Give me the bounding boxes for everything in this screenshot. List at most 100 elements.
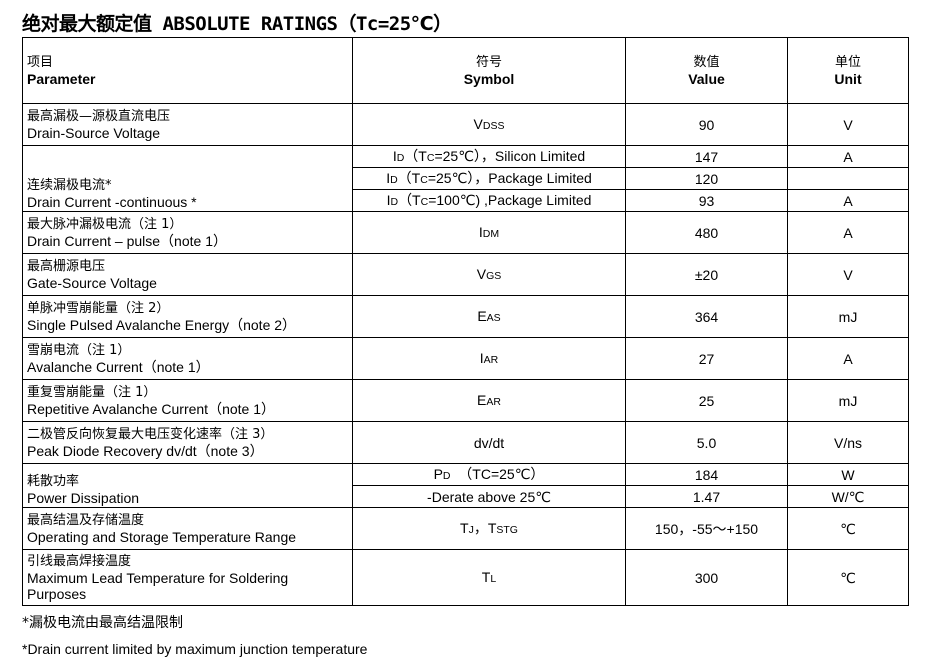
- header-symbol-en: Symbol: [463, 70, 515, 87]
- symbol-subscript: D: [390, 173, 398, 186]
- unit-cell: ℃: [787, 507, 909, 550]
- symbol-cell: PD （TC=25℃）: [352, 463, 626, 486]
- symbol-cell: -Derate above 25℃: [352, 485, 626, 508]
- parameter-en: Avalanche Current（note 1）: [27, 358, 210, 375]
- page-title: 绝对最大额定值 ABSOLUTE RATINGS（Tc=25℃）: [22, 13, 452, 35]
- value-cell: ±20: [625, 253, 788, 296]
- symbol-subscript: STG: [496, 523, 518, 536]
- header-unit-en: Unit: [834, 70, 862, 87]
- parameter-cell: 最高栅源电压 Gate-Source Voltage: [22, 253, 353, 296]
- parameter-en: Drain Current -continuous *: [27, 194, 197, 210]
- header-parameter-cn: 项目: [27, 54, 54, 70]
- header-unit: 单位 Unit: [787, 37, 909, 104]
- table-row: 最高栅源电压 Gate-Source Voltage VGS ±20 V: [22, 253, 909, 296]
- parameter-cell: 最大脉冲漏极电流（注 1） Drain Current – pulse（note …: [22, 211, 353, 254]
- header-symbol-cn: 符号: [475, 54, 502, 70]
- header-unit-cn: 单位: [834, 54, 861, 70]
- header-symbol: 符号 Symbol: [352, 37, 626, 104]
- value-cell: 5.0: [625, 421, 788, 464]
- table-row: ID（TC=25℃），Package Limited 120: [23, 167, 909, 190]
- symbol-text: （T: [404, 147, 427, 164]
- symbol-text: P: [433, 465, 443, 482]
- table-row: 二极管反向恢复最大电压变化速率（注 3） Peak Diode Recovery…: [22, 421, 909, 464]
- symbol-cell: TJ，TSTG: [352, 507, 626, 550]
- header-value: 数值 Value: [625, 37, 788, 104]
- unit-cell: A: [787, 337, 909, 380]
- symbol-text: T: [481, 568, 491, 585]
- value-cell: 90: [625, 103, 788, 146]
- parameter-cn: 最高漏极—源极直流电压: [27, 108, 171, 124]
- unit-cell: V: [787, 253, 909, 296]
- parameter-en: Maximum Lead Temperature for Soldering P…: [27, 569, 289, 602]
- parameter-cell: 雪崩电流（注 1） Avalanche Current（note 1）: [22, 337, 353, 380]
- value-cell: 27: [625, 337, 788, 380]
- symbol-cell: VDSS: [352, 103, 626, 146]
- symbol-cell: ID（TC=25℃），Package Limited: [352, 167, 626, 190]
- symbol-cell: TL: [352, 549, 626, 606]
- symbol-subscript: AR: [486, 395, 501, 408]
- unit-cell: mJ: [787, 379, 909, 422]
- unit-cell: W: [787, 463, 909, 486]
- header-parameter-en: Parameter: [27, 70, 96, 87]
- parameter-en: Gate-Source Voltage: [27, 274, 157, 291]
- table-row: 最高漏极—源极直流电压 Drain-Source Voltage VDSS 90 V: [22, 103, 909, 146]
- parameter-en: Drain-Source Voltage: [27, 124, 161, 141]
- unit-cell: mJ: [787, 295, 909, 338]
- symbol-cell: ID（TC=100℃) ,Package Limited: [352, 189, 626, 212]
- parameter-cn: 连续漏极电流*: [27, 178, 112, 193]
- table-row: 单脉冲雪崩能量（注 2） Single Pulsed Avalanche Ener…: [22, 295, 909, 338]
- parameter-en: Peak Diode Recovery dv/dt（note 3）: [27, 442, 264, 459]
- value-cell: 120: [625, 167, 788, 190]
- symbol-text: -Derate above 25℃: [427, 488, 551, 505]
- value-cell: 150，-55～+150: [625, 507, 788, 550]
- unit-cell: A: [787, 211, 909, 254]
- symbol-cell: ID（TC=25℃），Silicon Limited: [352, 145, 626, 168]
- table-row: 雪崩电流（注 1） Avalanche Current（note 1） IAR 27 A: [22, 337, 909, 380]
- value-cell: 184: [625, 463, 788, 486]
- symbol-subscript: D: [390, 195, 399, 208]
- parameter-en: Operating and Storage Temperature Range: [27, 528, 297, 545]
- symbol-subscript: DM: [482, 227, 500, 240]
- symbol-cell: dv/dt: [352, 421, 626, 464]
- symbol-text: V: [476, 265, 487, 282]
- header-value-cn: 数值: [693, 54, 720, 70]
- parameter-cn: 最大脉冲漏极电流（注 1）: [27, 216, 183, 232]
- parameter-en: Repetitive Avalanche Current（note 1）: [27, 400, 275, 417]
- parameter-cell: 重复雪崩能量（注 1） Repetitive Avalanche Current（…: [22, 379, 353, 422]
- parameter-cn: 雪崩电流（注 1）: [27, 342, 131, 358]
- symbol-text: dv/dt: [473, 434, 505, 451]
- parameter-cn: 耗散功率: [27, 474, 80, 489]
- unit-cell: W/℃: [787, 485, 909, 508]
- symbol-subscript: L: [490, 572, 497, 585]
- symbol-text: =25℃），Package Limited: [427, 169, 592, 186]
- symbol-text: ，T: [473, 519, 497, 536]
- symbol-cell: IAR: [352, 337, 626, 380]
- parameter-cn: 单脉冲雪崩能量（注 2）: [27, 300, 170, 316]
- header-parameter: 项目 Parameter: [22, 37, 353, 104]
- table-header-row: 项目 Parameter 符号 Symbol 数值 Value 单位 Unit: [22, 37, 909, 104]
- symbol-cell: IDM: [352, 211, 626, 254]
- unit-cell: V/ns: [787, 421, 909, 464]
- parameter-cn: 二极管反向恢复最大电压变化速率（注 3）: [27, 426, 274, 442]
- symbol-subscript: C: [426, 151, 435, 164]
- symbol-subscript: DSS: [482, 119, 505, 132]
- symbol-cell: EAR: [352, 379, 626, 422]
- parameter-cell: 耗散功率 Power Dissipation: [22, 463, 353, 508]
- symbol-text: E: [477, 307, 487, 324]
- parameter-cell: 二极管反向恢复最大电压变化速率（注 3） Peak Diode Recovery…: [22, 421, 353, 464]
- symbol-cell: VGS: [352, 253, 626, 296]
- symbol-text: I: [386, 191, 391, 208]
- parameter-cell: 最高结温及存储温度 Operating and Storage Temperatu…: [22, 507, 353, 550]
- symbol-subscript: J: [468, 523, 474, 536]
- parameter-en: Drain Current – pulse（note 1）: [27, 232, 227, 249]
- symbol-subscript: C: [420, 195, 429, 208]
- value-cell: 147: [625, 145, 788, 168]
- symbol-text: =25℃），Silicon Limited: [434, 147, 586, 164]
- header-value-en: Value: [688, 70, 725, 87]
- table-row: 最高结温及存储温度 Operating and Storage Temperatu…: [22, 507, 909, 550]
- symbol-text: （TC=25℃）: [450, 465, 545, 482]
- symbol-subscript: D: [396, 151, 405, 164]
- table-row: 耗散功率 Power Dissipation PD （TC=25℃） 184 W: [22, 463, 909, 508]
- value-cell: 364: [625, 295, 788, 338]
- absolute-ratings-table: 项目 Parameter 符号 Symbol 数值 Value 单位 Unit 最高漏极…: [22, 37, 909, 606]
